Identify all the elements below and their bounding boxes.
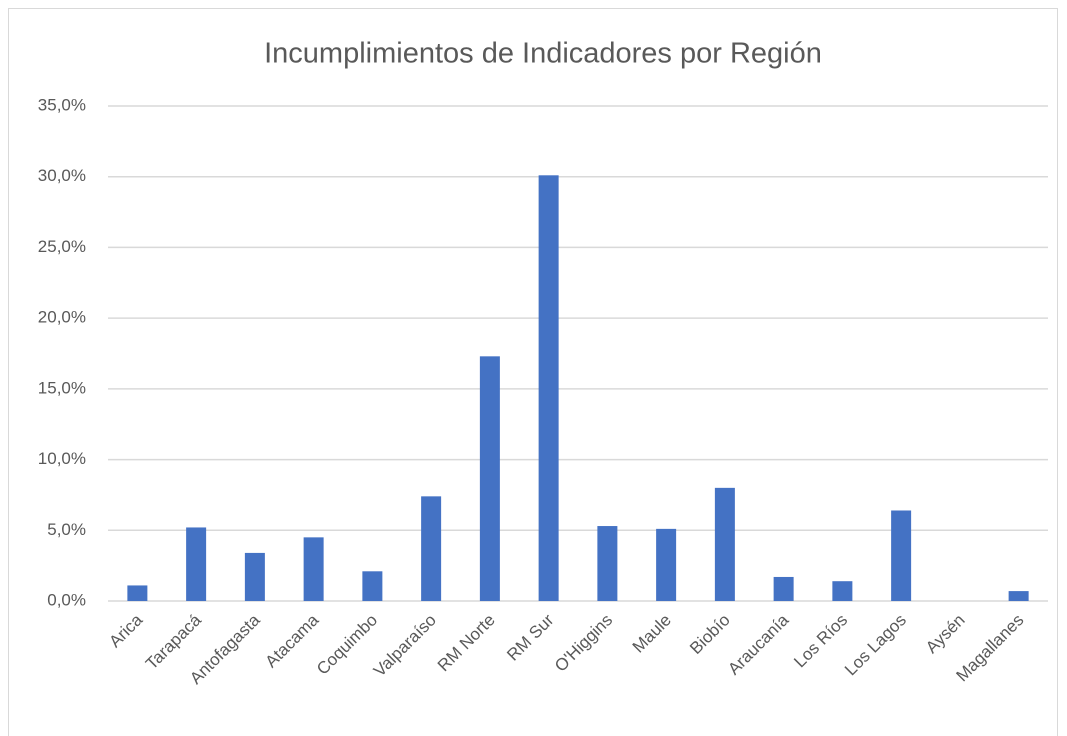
bar	[832, 581, 853, 601]
y-tick-label: 0,0%	[47, 590, 86, 609]
x-tick-label: Valparaíso	[370, 610, 440, 680]
x-tick-label: Los Lagos	[841, 610, 910, 679]
x-tick-label: Aysén	[922, 610, 969, 657]
bar	[362, 571, 383, 601]
x-tick-label: O'Higgins	[551, 610, 616, 675]
y-tick-label: 10,0%	[38, 449, 86, 468]
y-tick-label: 30,0%	[38, 166, 86, 185]
bar	[656, 528, 677, 601]
y-tick-label: 5,0%	[47, 520, 86, 539]
bar	[891, 510, 912, 601]
bar	[244, 552, 265, 601]
x-tick-label: Maule	[629, 610, 675, 656]
x-tick-label: Arica	[105, 610, 146, 651]
bar	[714, 487, 735, 601]
x-tick-label: Biobío	[686, 610, 734, 658]
bar	[303, 537, 324, 601]
bar	[421, 496, 442, 601]
x-tick-label: Atacama	[262, 610, 323, 671]
chart-title: Incumplimientos de Indicadores por Regió…	[264, 38, 822, 70]
bar	[538, 175, 559, 602]
y-tick-label: 35,0%	[38, 95, 86, 114]
x-tick-label: Araucanía	[724, 610, 793, 679]
chart-border	[8, 8, 1058, 736]
bar	[479, 356, 500, 601]
bar	[597, 526, 618, 601]
bar	[773, 576, 794, 601]
y-tick-label: 20,0%	[38, 308, 86, 327]
bar	[186, 527, 207, 601]
bar	[127, 585, 148, 601]
bar	[1008, 591, 1029, 601]
x-tick-label: Los Ríos	[790, 610, 851, 671]
x-tick-label: RM Norte	[434, 610, 499, 675]
y-tick-label: 15,0%	[38, 378, 86, 397]
y-tick-label: 25,0%	[38, 237, 86, 256]
x-tick-label: RM Sur	[503, 610, 557, 664]
